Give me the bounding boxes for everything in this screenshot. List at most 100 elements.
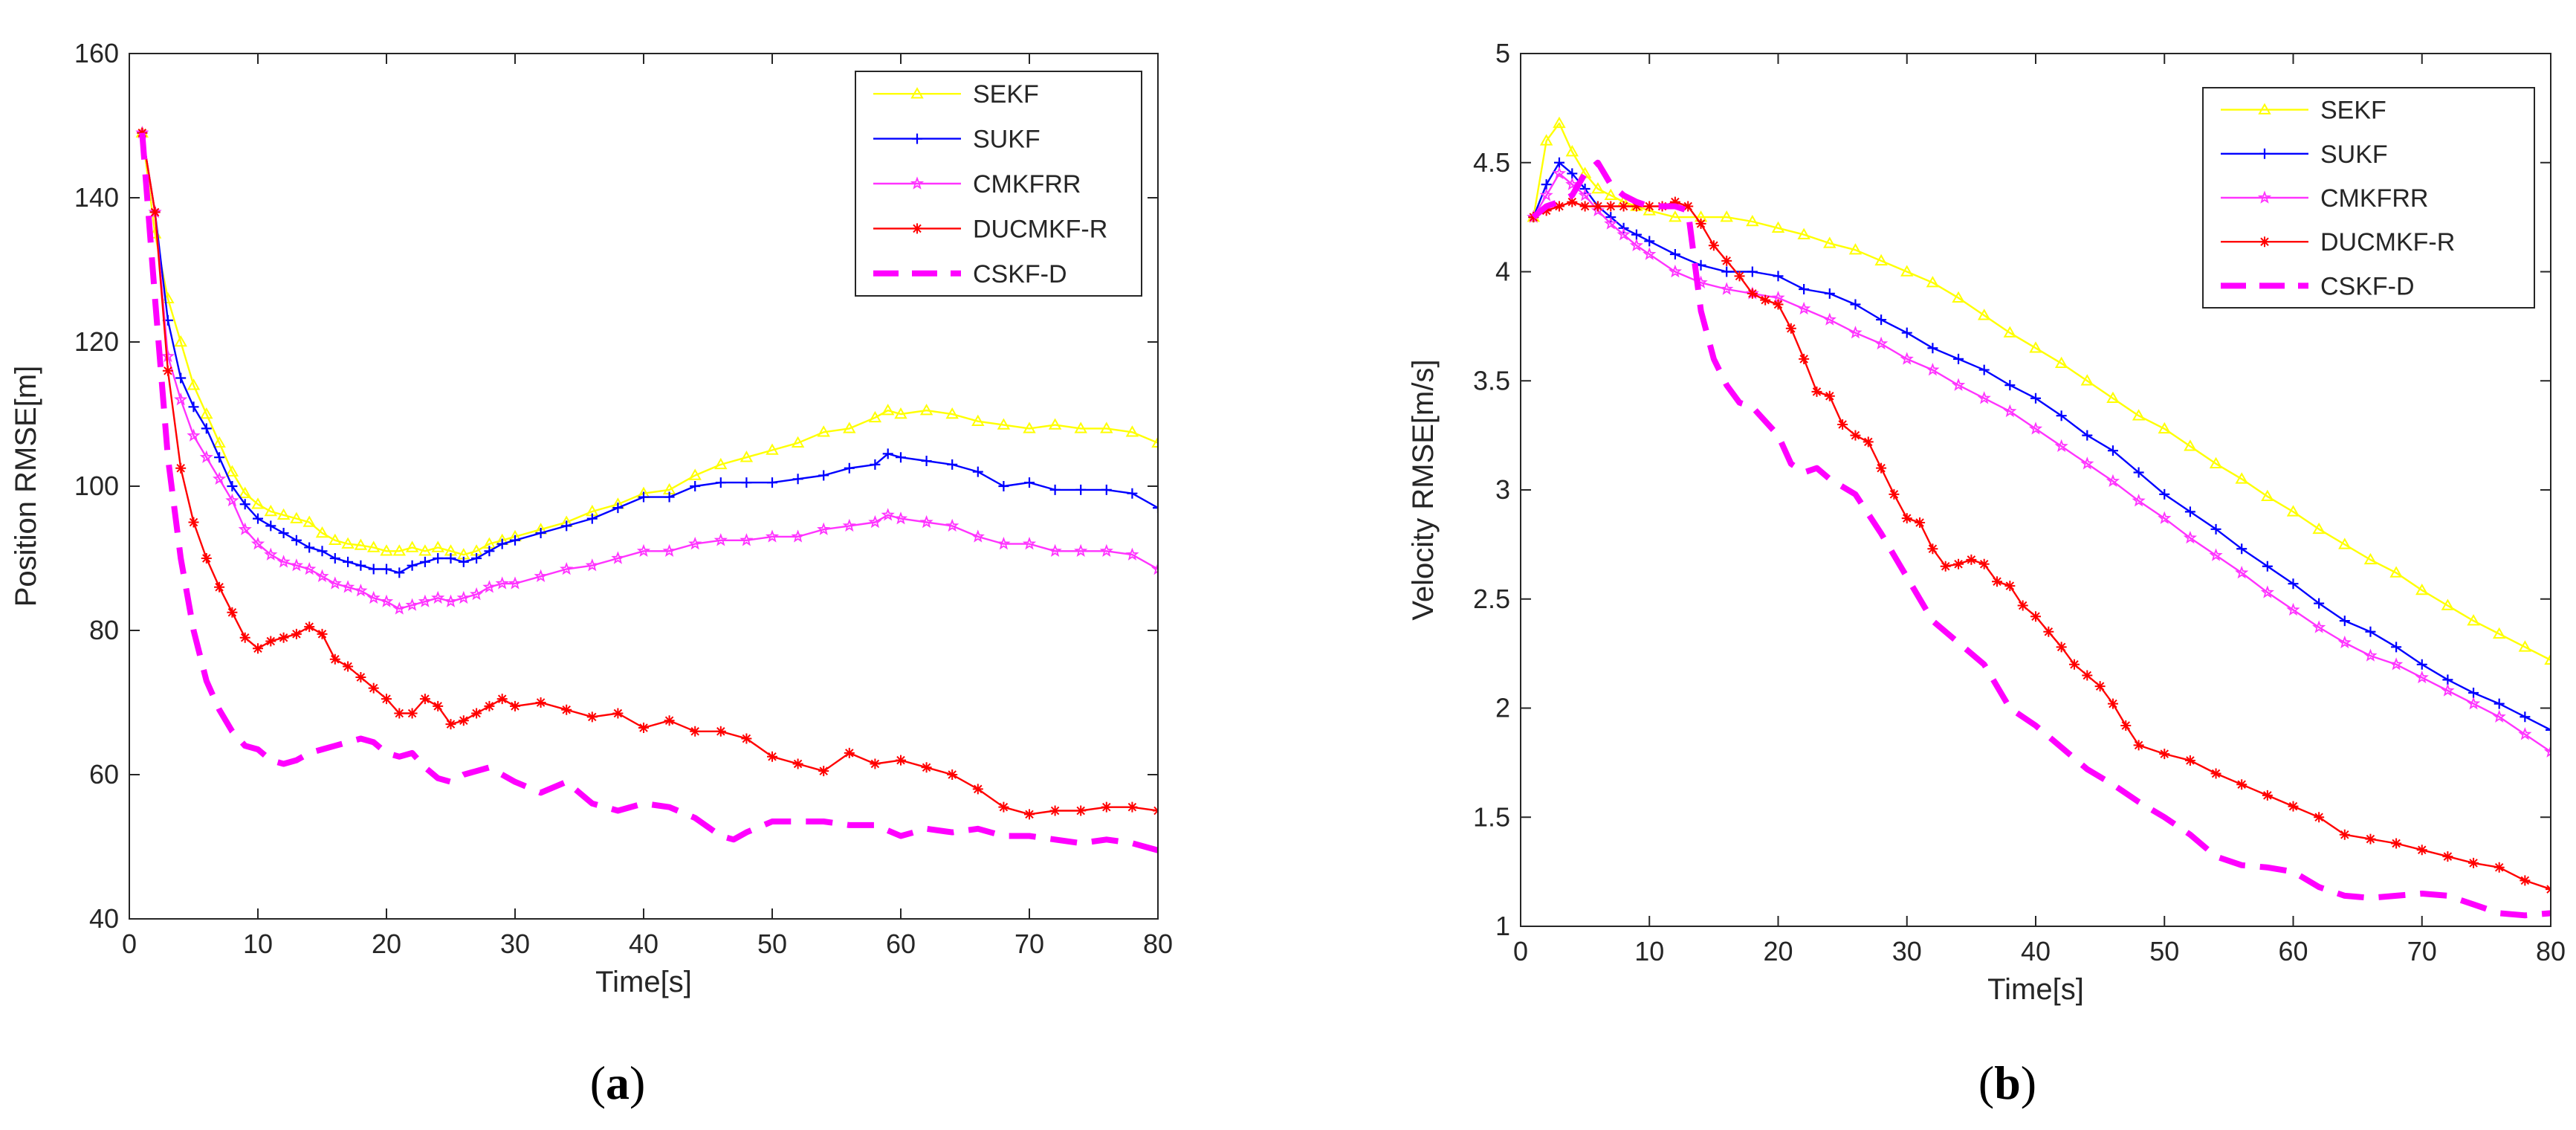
series-group: [135, 126, 1158, 853]
data-point-cmkfrr: [187, 428, 201, 442]
data-point-sukf: [304, 542, 315, 553]
data-point-sekf: [251, 497, 265, 509]
data-point-ducmkf-r: [1747, 288, 1758, 299]
data-point-sekf: [2158, 422, 2171, 434]
data-point-cmkfrr: [444, 594, 458, 607]
data-point-cmkfrr: [2389, 657, 2404, 671]
data-point-sukf: [2468, 687, 2479, 698]
panel-caption: (b): [1978, 1056, 2036, 1109]
data-point-ducmkf-r: [1773, 299, 1784, 310]
data-point-sukf: [510, 535, 520, 546]
data-point-sukf: [2365, 626, 2376, 637]
data-point-cmkfrr: [791, 529, 805, 543]
data-point-sukf: [2442, 674, 2453, 685]
y-tick-label: 100: [74, 471, 119, 501]
data-point-sukf: [612, 503, 624, 514]
data-point-sukf: [201, 423, 212, 434]
data-point-sekf: [392, 544, 407, 556]
legend-label-ducmkf-r: DUCMKF-R: [973, 215, 1107, 243]
legend-label-cmkfrr: CMKFRR: [2320, 184, 2428, 213]
data-point-ducmkf-r: [1708, 240, 1719, 251]
data-point-sukf: [690, 481, 701, 491]
x-tick-label: 40: [2021, 936, 2051, 966]
data-point-sukf: [998, 481, 1009, 491]
data-point-sekf: [1125, 425, 1139, 437]
data-point-sekf: [1771, 221, 1785, 233]
data-point-ducmkf-r: [1915, 517, 1926, 529]
data-point-sekf: [2261, 489, 2274, 502]
data-point-ducmkf-r: [214, 581, 225, 593]
data-point-ducmkf-r: [394, 708, 405, 719]
data-point-cmkfrr: [1048, 543, 1062, 558]
y-tick-label: 80: [89, 615, 119, 645]
data-point-ducmkf-r: [201, 553, 212, 564]
data-point-sekf: [2441, 598, 2455, 610]
data-point-ducmkf-r: [535, 697, 546, 708]
data-point-cmkfrr: [379, 594, 394, 607]
data-point-ducmkf-r: [1837, 419, 1848, 430]
data-point-cmkfrr: [740, 533, 754, 546]
x-tick-label: 20: [1763, 936, 1793, 966]
data-point-ducmkf-r: [253, 643, 263, 654]
data-point-sekf: [1848, 243, 1863, 255]
data-point-ducmkf-r: [1644, 201, 1655, 212]
data-point-cmkfrr: [238, 522, 252, 535]
data-point-cmkfrr: [2054, 439, 2068, 453]
data-point-ducmkf-r: [1966, 554, 1977, 565]
data-point-ducmkf-r: [947, 769, 958, 780]
data-point-cmkfrr: [893, 511, 908, 525]
data-point-ducmkf-r: [561, 704, 572, 715]
data-point-sekf: [1720, 210, 1733, 222]
data-point-sekf: [1591, 181, 1605, 194]
data-point-ducmkf-r: [2288, 801, 2299, 812]
data-point-ducmkf-r: [2068, 659, 2080, 670]
data-point-ducmkf-r: [265, 636, 276, 647]
data-point-sukf: [1541, 179, 1552, 190]
data-point-cmkfrr: [585, 558, 599, 572]
x-tick-label: 20: [372, 929, 401, 959]
data-point-cmkfrr: [418, 594, 433, 607]
x-axis-label: Time[s]: [595, 966, 692, 998]
data-point-ducmkf-r: [2391, 838, 2402, 849]
data-point-sukf: [1850, 299, 1861, 310]
data-point-cmkfrr: [1629, 238, 1644, 252]
data-point-sekf: [264, 504, 278, 517]
legend-label-cskf-d: CSKF-D: [2320, 272, 2415, 300]
data-point-cmkfrr: [174, 393, 188, 406]
data-point-sukf: [664, 491, 675, 503]
data-point-sekf: [2363, 552, 2378, 565]
data-point-cmkfrr: [1797, 301, 1811, 315]
data-point-sekf: [2312, 522, 2326, 535]
data-point-sekf: [380, 544, 393, 556]
data-point-cmkfrr: [1022, 537, 1037, 550]
data-point-sukf: [1669, 249, 1680, 260]
data-point-sukf: [2082, 430, 2093, 441]
data-point-sekf: [302, 515, 316, 527]
chart-panel-b: 0 10 20 30 40 50 60 70 80 1 1.5 2 2.5 3 3.5 4 4.5 5 Time[s…: [1407, 38, 2566, 1109]
data-point-ducmkf-r: [638, 722, 649, 733]
data-point-sekf: [2389, 566, 2403, 578]
x-axis-label: Time[s]: [1987, 973, 2084, 1006]
data-point-sekf: [2209, 456, 2223, 469]
data-point-cmkfrr: [817, 522, 831, 535]
data-point-cmkfrr: [1668, 264, 1683, 278]
data-point-ducmkf-r: [1734, 271, 1745, 282]
data-point-cmkfrr: [431, 590, 445, 604]
data-point-cmkfrr: [2441, 683, 2455, 697]
data-point-sukf: [1747, 266, 1758, 277]
data-point-sekf: [174, 335, 187, 347]
data-point-sekf: [1539, 134, 1553, 146]
data-point-sukf: [2107, 445, 2118, 456]
data-point-ducmkf-r: [317, 628, 328, 639]
legend-marker-ducmkf-r: [2259, 236, 2270, 248]
data-point-ducmkf-r: [1992, 576, 2003, 587]
data-point-cmkfrr: [1977, 391, 1991, 404]
data-point-cmkfrr: [534, 569, 548, 582]
data-point-ducmkf-r: [1927, 543, 1938, 555]
x-tick-label: 50: [757, 929, 787, 959]
data-point-ducmkf-r: [239, 632, 250, 643]
data-point-sekf: [2492, 627, 2506, 639]
data-point-cmkfrr: [392, 601, 407, 615]
data-point-ducmkf-r: [2017, 600, 2028, 611]
data-point-sekf: [290, 511, 303, 523]
